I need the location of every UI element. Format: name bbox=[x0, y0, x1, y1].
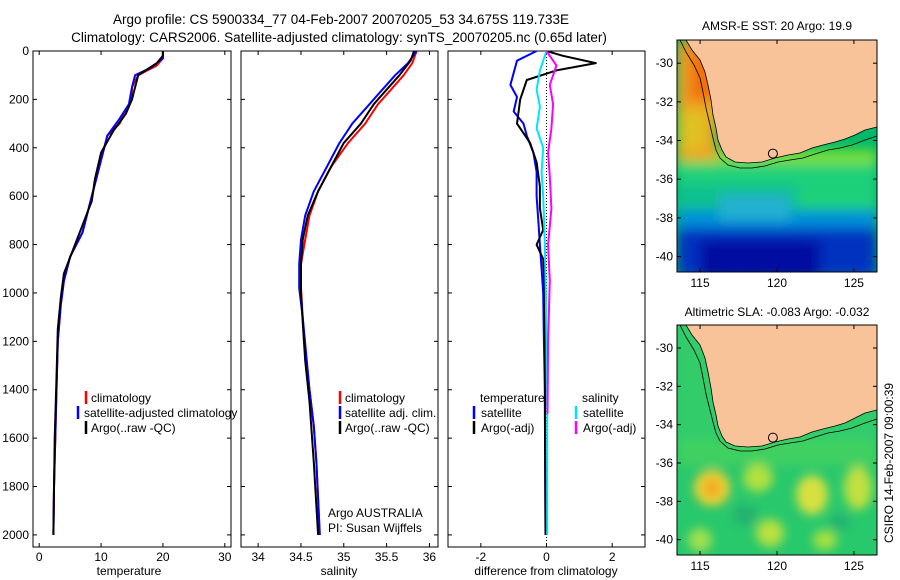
map-y-tick-label: -40 bbox=[656, 250, 674, 264]
y-tick-label: 400 bbox=[9, 141, 29, 155]
shelf-contour bbox=[679, 40, 877, 169]
legend-label-sal-satellite: satellite bbox=[583, 406, 624, 420]
sla-map-panel: Altimetric SLA: -0.083 Argo: -0.032 bbox=[656, 305, 878, 573]
map-x-tick-label: 115 bbox=[691, 559, 710, 573]
y-tick-label: 1400 bbox=[2, 383, 29, 397]
map-x-tick-label: 120 bbox=[767, 559, 787, 573]
sst-map-image bbox=[677, 40, 877, 272]
temperature-panel: 0 10 20 30 0 200 400 600 800 1000 1200 1400 1600 180… bbox=[2, 44, 237, 578]
map-y-tick-label: -38 bbox=[656, 494, 674, 508]
argo-program-label: Argo AUSTRALIA bbox=[328, 506, 423, 520]
argo-location-marker bbox=[767, 148, 778, 159]
x-tick-label: 35.5 bbox=[375, 550, 399, 564]
x-tick-label: 10 bbox=[94, 550, 108, 564]
x-tick-label: 30 bbox=[218, 550, 232, 564]
legend-title-temperature: temperature bbox=[480, 391, 545, 405]
map-y-tick-label: -36 bbox=[656, 172, 674, 186]
difference-panel: -2 0 2 difference from climatology tempera… bbox=[447, 50, 646, 578]
x-tick-label: -2 bbox=[475, 550, 486, 564]
legend-label-argo: Argo(..raw -QC) bbox=[345, 421, 430, 435]
y-tick-label: 600 bbox=[9, 189, 29, 203]
figure-title-line1: Argo profile: CS 5900334_77 04-Feb-2007 … bbox=[113, 12, 569, 27]
salinity-axes-box bbox=[240, 50, 439, 548]
x-tick-label: 0 bbox=[543, 550, 550, 564]
sst-map-title: AMSR-E SST: 20 Argo: 19.9 bbox=[702, 19, 852, 33]
legend-label-satellite-adjusted: satellite-adjusted climatology bbox=[84, 406, 237, 420]
legend-label-climatology: climatology bbox=[345, 391, 405, 405]
argo-location-marker bbox=[767, 432, 778, 443]
series-line-satellite-adj-clim- bbox=[298, 51, 418, 535]
sst-map-panel: AMSR-E SST: 20 Argo: 19.9 115 120 125-30- bbox=[656, 19, 878, 290]
y-tick-label: 1200 bbox=[2, 334, 29, 348]
x-tick-label: 2 bbox=[609, 550, 616, 564]
figure-title-line2: Climatology: CARS2006. Satellite-adjuste… bbox=[71, 30, 607, 45]
map-y-tick-label: -34 bbox=[656, 134, 674, 148]
y-tick-label: 1600 bbox=[2, 431, 29, 445]
map-y-tick-label: -32 bbox=[656, 379, 674, 393]
series-line-temperature-argo-adj- bbox=[516, 51, 597, 535]
legend-title-salinity: salinity bbox=[582, 391, 619, 405]
temperature-xlabel: temperature bbox=[97, 564, 162, 578]
y-tick-label: 0 bbox=[22, 44, 29, 58]
australia-land bbox=[685, 40, 877, 164]
series-line-salinity-argo-adj- bbox=[545, 51, 558, 414]
salinity-panel: 34 34.5 35 35.5 36 salinity climatology sate… bbox=[240, 50, 439, 578]
map-x-tick-label: 125 bbox=[844, 276, 864, 290]
shelf-contour bbox=[679, 325, 877, 452]
legend-label-sal-argo: Argo(-adj) bbox=[583, 421, 636, 435]
map-x-tick-label: 125 bbox=[844, 559, 864, 573]
map-y-tick-label: -30 bbox=[656, 341, 674, 355]
pi-label: PI: Susan Wijffels bbox=[328, 521, 422, 535]
x-tick-label: 0 bbox=[36, 550, 43, 564]
map-y-tick-label: -34 bbox=[656, 418, 674, 432]
y-tick-label: 800 bbox=[9, 238, 29, 252]
legend-label-satellite-adj: satellite adj. clim. bbox=[345, 406, 436, 420]
difference-xlabel: difference from climatology bbox=[474, 564, 617, 578]
map-y-tick-label: -40 bbox=[656, 533, 674, 547]
csiro-timestamp: CSIRO 14-Feb-2007 09:00:39 bbox=[882, 383, 896, 543]
legend-label-climatology: climatology bbox=[91, 391, 151, 405]
legend-label-argo: Argo(..raw -QC) bbox=[91, 421, 176, 435]
x-tick-label: 20 bbox=[156, 550, 170, 564]
sla-map-image bbox=[677, 325, 877, 555]
y-tick-label: 1800 bbox=[2, 480, 29, 494]
legend-label-temp-satellite: satellite bbox=[481, 406, 522, 420]
map-y-tick-label: -36 bbox=[656, 456, 674, 470]
difference-legend: temperature satellite Argo(-adj) salinit… bbox=[472, 391, 636, 435]
map-y-tick-label: -30 bbox=[656, 56, 674, 70]
x-tick-label: 36 bbox=[423, 550, 437, 564]
legend-label-temp-argo: Argo(-adj) bbox=[481, 421, 534, 435]
map-x-tick-label: 115 bbox=[691, 276, 710, 290]
series-line-argo-raw-qc- bbox=[300, 51, 415, 535]
temperature-legend: climatology satellite-adjusted climatolo… bbox=[76, 391, 237, 435]
temperature-axes-box bbox=[32, 50, 232, 548]
y-tick-label: 200 bbox=[9, 92, 29, 106]
series-line-argo-raw-qc- bbox=[52, 51, 164, 535]
sla-map-title: Altimetric SLA: -0.083 Argo: -0.032 bbox=[685, 305, 870, 319]
salinity-legend: climatology satellite adj. clim. Argo(..… bbox=[338, 391, 436, 435]
y-tick-label: 2000 bbox=[2, 528, 29, 542]
x-tick-label: 35 bbox=[337, 550, 351, 564]
map-y-tick-label: -38 bbox=[656, 211, 674, 225]
x-tick-label: 34.5 bbox=[289, 550, 313, 564]
x-tick-label: 34 bbox=[251, 550, 265, 564]
map-y-tick-label: -32 bbox=[656, 95, 674, 109]
salinity-xlabel: salinity bbox=[321, 564, 358, 578]
map-x-tick-label: 120 bbox=[767, 276, 787, 290]
y-tick-label: 1000 bbox=[2, 286, 29, 300]
australia-land bbox=[685, 325, 877, 448]
